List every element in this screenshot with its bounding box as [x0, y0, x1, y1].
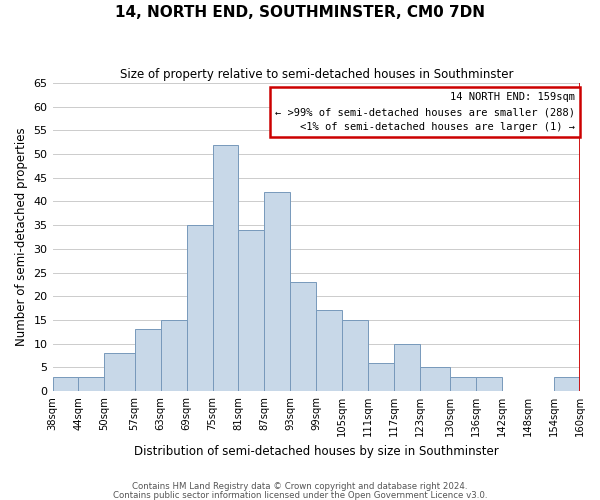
Bar [342, 320, 368, 391]
Bar [161, 320, 187, 391]
Bar [450, 376, 476, 391]
Bar [187, 225, 212, 391]
Text: 14 NORTH END: 159sqm
← >99% of semi-detached houses are smaller (288)
<1% of sem: 14 NORTH END: 159sqm ← >99% of semi-deta… [275, 92, 575, 132]
Bar [290, 282, 316, 391]
Bar [316, 310, 342, 391]
Bar [53, 376, 79, 391]
Text: 14, NORTH END, SOUTHMINSTER, CM0 7DN: 14, NORTH END, SOUTHMINSTER, CM0 7DN [115, 5, 485, 20]
Bar [79, 376, 104, 391]
Y-axis label: Number of semi-detached properties: Number of semi-detached properties [15, 128, 28, 346]
Bar [104, 353, 134, 391]
Bar [212, 144, 238, 391]
Bar [368, 362, 394, 391]
X-axis label: Distribution of semi-detached houses by size in Southminster: Distribution of semi-detached houses by … [134, 444, 499, 458]
Bar [265, 192, 290, 391]
Bar [134, 330, 161, 391]
Bar [476, 376, 502, 391]
Bar [420, 367, 450, 391]
Text: Contains public sector information licensed under the Open Government Licence v3: Contains public sector information licen… [113, 490, 487, 500]
Bar [394, 344, 420, 391]
Title: Size of property relative to semi-detached houses in Southminster: Size of property relative to semi-detach… [119, 68, 513, 80]
Bar [554, 376, 580, 391]
Bar [238, 230, 265, 391]
Text: Contains HM Land Registry data © Crown copyright and database right 2024.: Contains HM Land Registry data © Crown c… [132, 482, 468, 491]
